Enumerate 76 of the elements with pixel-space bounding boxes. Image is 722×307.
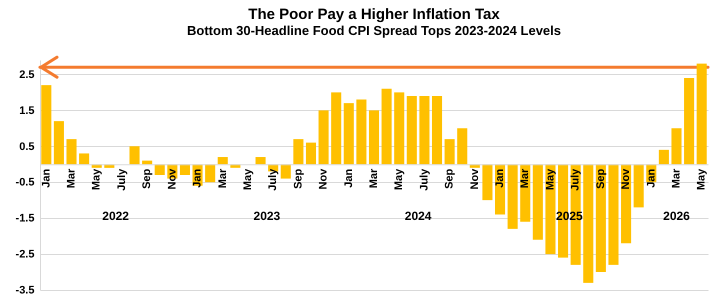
- bar: [368, 110, 380, 164]
- y-tick-label: -0.5: [16, 176, 34, 189]
- x-tick-label: Sep: [444, 168, 456, 189]
- bar: [293, 139, 304, 164]
- bar: [508, 164, 518, 229]
- bar: [154, 164, 165, 175]
- bar: [306, 142, 316, 164]
- bar: [180, 164, 190, 175]
- bar: [684, 78, 694, 164]
- bar: [41, 85, 52, 164]
- bar: [457, 128, 468, 164]
- bar: [406, 96, 417, 164]
- bar: [331, 92, 342, 164]
- x-tick-label: July: [418, 168, 430, 191]
- x-tick-label: Mar: [66, 168, 78, 188]
- x-tick-label: Nov: [620, 168, 632, 190]
- y-tick-label: 1.5: [19, 104, 34, 117]
- annotation: 2022: [102, 209, 130, 224]
- x-tick-label: Jan: [645, 168, 658, 188]
- y-tick-label: 2.5: [19, 68, 34, 81]
- annotation: 2024: [404, 209, 432, 224]
- chart-subtitle: Bottom 30-Headline Food CPI Spread Tops 2023-2024 Levels: [187, 23, 561, 38]
- bar: [671, 128, 682, 164]
- bar: [318, 110, 329, 164]
- y-tick-label: 0.5: [19, 140, 34, 153]
- x-tick-label: July: [267, 168, 280, 191]
- bar: [658, 150, 669, 164]
- x-tick-label: Mar: [670, 168, 682, 188]
- x-tick-label: Sep: [594, 168, 607, 189]
- bar: [54, 121, 64, 164]
- x-tick-label: Sep: [141, 168, 154, 189]
- bar: [344, 103, 354, 164]
- bar: [280, 164, 291, 179]
- x-tick-label: May: [90, 168, 103, 190]
- y-tick-label: -3.5: [16, 284, 34, 296]
- x-tick-label: Jan: [342, 168, 355, 188]
- x-tick-label: May: [393, 168, 406, 190]
- bar: [532, 164, 543, 240]
- x-tick-label: Mar: [519, 168, 532, 188]
- x-tick-label: Mar: [216, 168, 229, 188]
- bar: [66, 139, 77, 164]
- bar: [218, 157, 228, 164]
- bar: [696, 64, 707, 164]
- x-tick-label: Jan: [40, 168, 52, 188]
- bar: [129, 146, 140, 164]
- bar: [583, 164, 594, 283]
- x-tick-label: Sep: [292, 168, 304, 189]
- bar: [394, 92, 404, 164]
- bar: [382, 88, 392, 164]
- x-tick-label: Mar: [368, 168, 380, 188]
- annotation: 2023: [254, 209, 281, 224]
- x-tick-label: Nov: [166, 168, 178, 190]
- bar: [482, 164, 492, 200]
- x-tick-label: May: [544, 168, 556, 190]
- bar: [142, 160, 152, 164]
- y-tick-label: -1.5: [16, 212, 34, 225]
- chart-title: The Poor Pay a Higher Inflation Tax: [248, 6, 500, 23]
- bar: [205, 164, 216, 182]
- bar: [634, 164, 644, 208]
- x-tick-label: July: [116, 168, 128, 191]
- x-tick-label: Jan: [494, 168, 506, 188]
- x-tick-label: Nov: [468, 168, 481, 190]
- bar: [432, 96, 442, 164]
- x-tick-label: May: [242, 168, 254, 190]
- y-tick-label: -2.5: [16, 248, 34, 261]
- x-tick-label: Jan: [192, 168, 204, 188]
- bar: [608, 164, 619, 265]
- bar: [79, 153, 90, 164]
- bar: [444, 139, 455, 164]
- bar: [356, 100, 366, 164]
- x-tick-label: July: [570, 168, 582, 191]
- bar: [419, 96, 430, 164]
- x-tick-label: May: [696, 168, 708, 190]
- annotation: 2026: [663, 209, 690, 224]
- x-tick-label: Nov: [318, 168, 330, 190]
- bar: [256, 157, 266, 164]
